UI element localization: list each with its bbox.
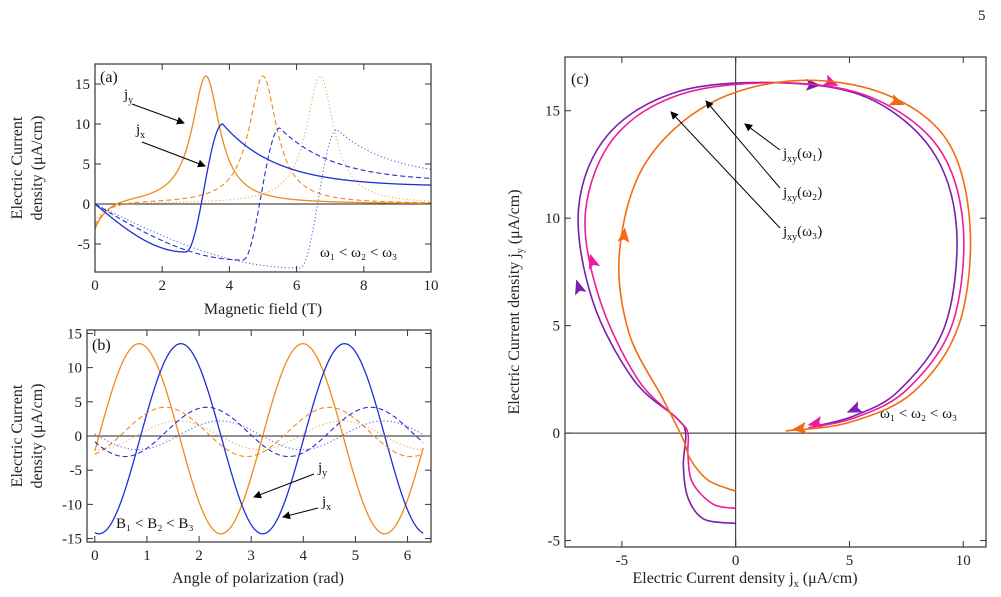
y-tick-label: 10 bbox=[545, 211, 560, 227]
panel-b-curves bbox=[87, 343, 431, 535]
panel-b-series-jx-dotted bbox=[94, 420, 424, 451]
panel-a-jy-arrow bbox=[131, 103, 185, 125]
panel-c-omega-order: ω₁ < ω₂ < ω₃ bbox=[880, 406, 957, 422]
y-tick-label: 15 bbox=[545, 104, 560, 120]
panel-c-ticks: -5 0 5 10 -5 0 5 10 15 bbox=[545, 57, 986, 569]
panel-c-loop-2 bbox=[584, 81, 965, 510]
panel-a-series-jy-dashed bbox=[94, 75, 432, 226]
panel-c-curves bbox=[565, 57, 986, 547]
y-tick-label: 10 bbox=[75, 117, 90, 133]
panel-a-xlabel: Magnetic field (T) bbox=[204, 301, 322, 318]
y-tick-label: 0 bbox=[553, 426, 561, 442]
panel-c-label: (c) bbox=[571, 71, 589, 88]
y-tick-label: 15 bbox=[67, 326, 82, 342]
panel-c-frame bbox=[564, 56, 987, 548]
x-tick-label: 5 bbox=[352, 548, 360, 564]
y-tick-label: -5 bbox=[548, 534, 561, 550]
panel-b-jy-label: jy bbox=[317, 460, 327, 479]
panel-c-w1-arrow bbox=[744, 123, 781, 151]
x-tick-label: 2 bbox=[195, 548, 203, 564]
x-tick-label: 10 bbox=[424, 278, 439, 294]
panel-a-frame bbox=[94, 63, 432, 273]
panel-b-series-jy-solid bbox=[94, 343, 424, 535]
panel-b-jx-arrow bbox=[282, 507, 319, 520]
panel-c-loop-3-arrowhead bbox=[617, 227, 630, 243]
panel-a-ylabel-line2: density (μA/cm) bbox=[29, 116, 46, 221]
panel-b-series-jy-dashed bbox=[94, 406, 424, 458]
panel-a-jx-arrow bbox=[141, 141, 206, 168]
panel-b-series-jy-dotted bbox=[94, 420, 424, 451]
page-number: 5 bbox=[978, 8, 986, 24]
y-tick-label: 5 bbox=[553, 319, 561, 335]
panel-c-loop-1 bbox=[577, 81, 958, 525]
panel-c-jxy-w1-label: jxy(ω₁) bbox=[782, 146, 822, 165]
x-tick-label: 4 bbox=[300, 548, 308, 564]
y-tick-label: 5 bbox=[83, 157, 91, 173]
panel-a-label: (a) bbox=[100, 69, 118, 86]
panel-b-ylabel-line2: density (μA/cm) bbox=[29, 384, 46, 489]
panel-c: -5 0 5 10 -5 0 5 10 15 (c) Electric Current dens… bbox=[506, 56, 987, 590]
panel-c-w3-arrow bbox=[670, 111, 781, 229]
y-tick-label: -10 bbox=[62, 497, 82, 513]
panel-c-w2-arrow bbox=[705, 100, 781, 189]
panel-b-jx-label: jx bbox=[321, 494, 331, 513]
panel-b-jy-arrow bbox=[253, 473, 315, 499]
panel-b-ticks: 0 1 2 3 4 5 6 -15 -10 -5 0 5 10 15 bbox=[62, 326, 431, 564]
x-tick-label: 2 bbox=[158, 278, 166, 294]
panel-a-ticks: 0 2 4 6 8 10 -5 0 5 10 15 bbox=[75, 64, 439, 294]
y-tick-label: 15 bbox=[75, 77, 90, 93]
y-tick-label: 0 bbox=[75, 429, 83, 445]
panel-a: 0 2 4 6 8 10 -5 0 5 10 15 (a) Magnetic field (T) E… bbox=[9, 63, 439, 318]
panel-c-loop-1-arrowhead bbox=[575, 279, 587, 296]
panel-a-series-jy-dotted bbox=[94, 75, 432, 222]
panel-c-loop-3 bbox=[618, 79, 972, 492]
x-tick-label: 10 bbox=[956, 553, 971, 569]
y-tick-label: 0 bbox=[83, 197, 91, 213]
y-tick-label: 5 bbox=[75, 395, 83, 411]
x-tick-label: 3 bbox=[247, 548, 255, 564]
panel-c-ylabel: Electric Current density jy (μA/cm) bbox=[506, 189, 526, 414]
panel-a-omega-order: ω₁ < ω₂ < ω₃ bbox=[320, 245, 397, 261]
panel-b-series-jx-dashed bbox=[94, 406, 424, 458]
panel-c-loop-2-arrowhead bbox=[588, 253, 601, 270]
panel-c-loop-3-arrowhead bbox=[791, 421, 808, 434]
panel-c-loop-3-arrowhead bbox=[888, 93, 905, 106]
x-tick-label: 0 bbox=[732, 553, 740, 569]
panel-c-jxy-w2-label: jxy(ω₂) bbox=[782, 185, 822, 204]
x-tick-label: -5 bbox=[616, 553, 629, 569]
panel-a-series-jx-dotted bbox=[94, 129, 432, 269]
x-tick-label: 0 bbox=[91, 278, 99, 294]
panel-a-ylabel-line1: Electric Current bbox=[9, 116, 26, 219]
panel-a-curves bbox=[94, 75, 432, 269]
panel-b-ylabel-line1: Electric Current bbox=[9, 384, 26, 487]
x-tick-label: 8 bbox=[360, 278, 368, 294]
panel-a-jx-label: jx bbox=[135, 122, 145, 141]
panel-a-series-jx-solid bbox=[94, 123, 432, 253]
panel-b-b-order: B₁ < B₂ < B₃ bbox=[116, 516, 194, 532]
panel-b-label: (b) bbox=[92, 337, 111, 354]
panel-b: 0 1 2 3 4 5 6 -15 -10 -5 0 5 10 15 (b) Angle of polar… bbox=[9, 326, 432, 587]
panel-a-series-jx-dashed bbox=[94, 127, 432, 261]
panel-a-series-jy-solid bbox=[94, 75, 431, 230]
y-tick-label: -5 bbox=[78, 237, 91, 253]
y-tick-label: 10 bbox=[67, 361, 82, 377]
x-tick-label: 6 bbox=[404, 548, 412, 564]
y-tick-label: -5 bbox=[70, 463, 83, 479]
panel-c-loop-2-arrowhead bbox=[807, 416, 824, 428]
x-tick-label: 0 bbox=[91, 548, 99, 564]
x-tick-label: 6 bbox=[293, 278, 301, 294]
panel-c-loop-1-arrowhead bbox=[846, 401, 863, 413]
panel-b-series-jx-solid bbox=[94, 343, 424, 535]
panel-b-xlabel: Angle of polarization (rad) bbox=[172, 570, 344, 587]
y-tick-label: -15 bbox=[62, 532, 82, 548]
panel-c-xlabel: Electric Current density jx (μA/cm) bbox=[632, 570, 857, 590]
x-tick-label: 4 bbox=[226, 278, 234, 294]
panel-c-loop-2-arrowhead bbox=[822, 74, 839, 86]
x-tick-label: 5 bbox=[846, 553, 854, 569]
x-tick-label: 1 bbox=[143, 548, 151, 564]
panel-c-jxy-w3-label: jxy(ω₃) bbox=[782, 224, 822, 243]
panel-a-jy-label: jy bbox=[123, 87, 133, 106]
